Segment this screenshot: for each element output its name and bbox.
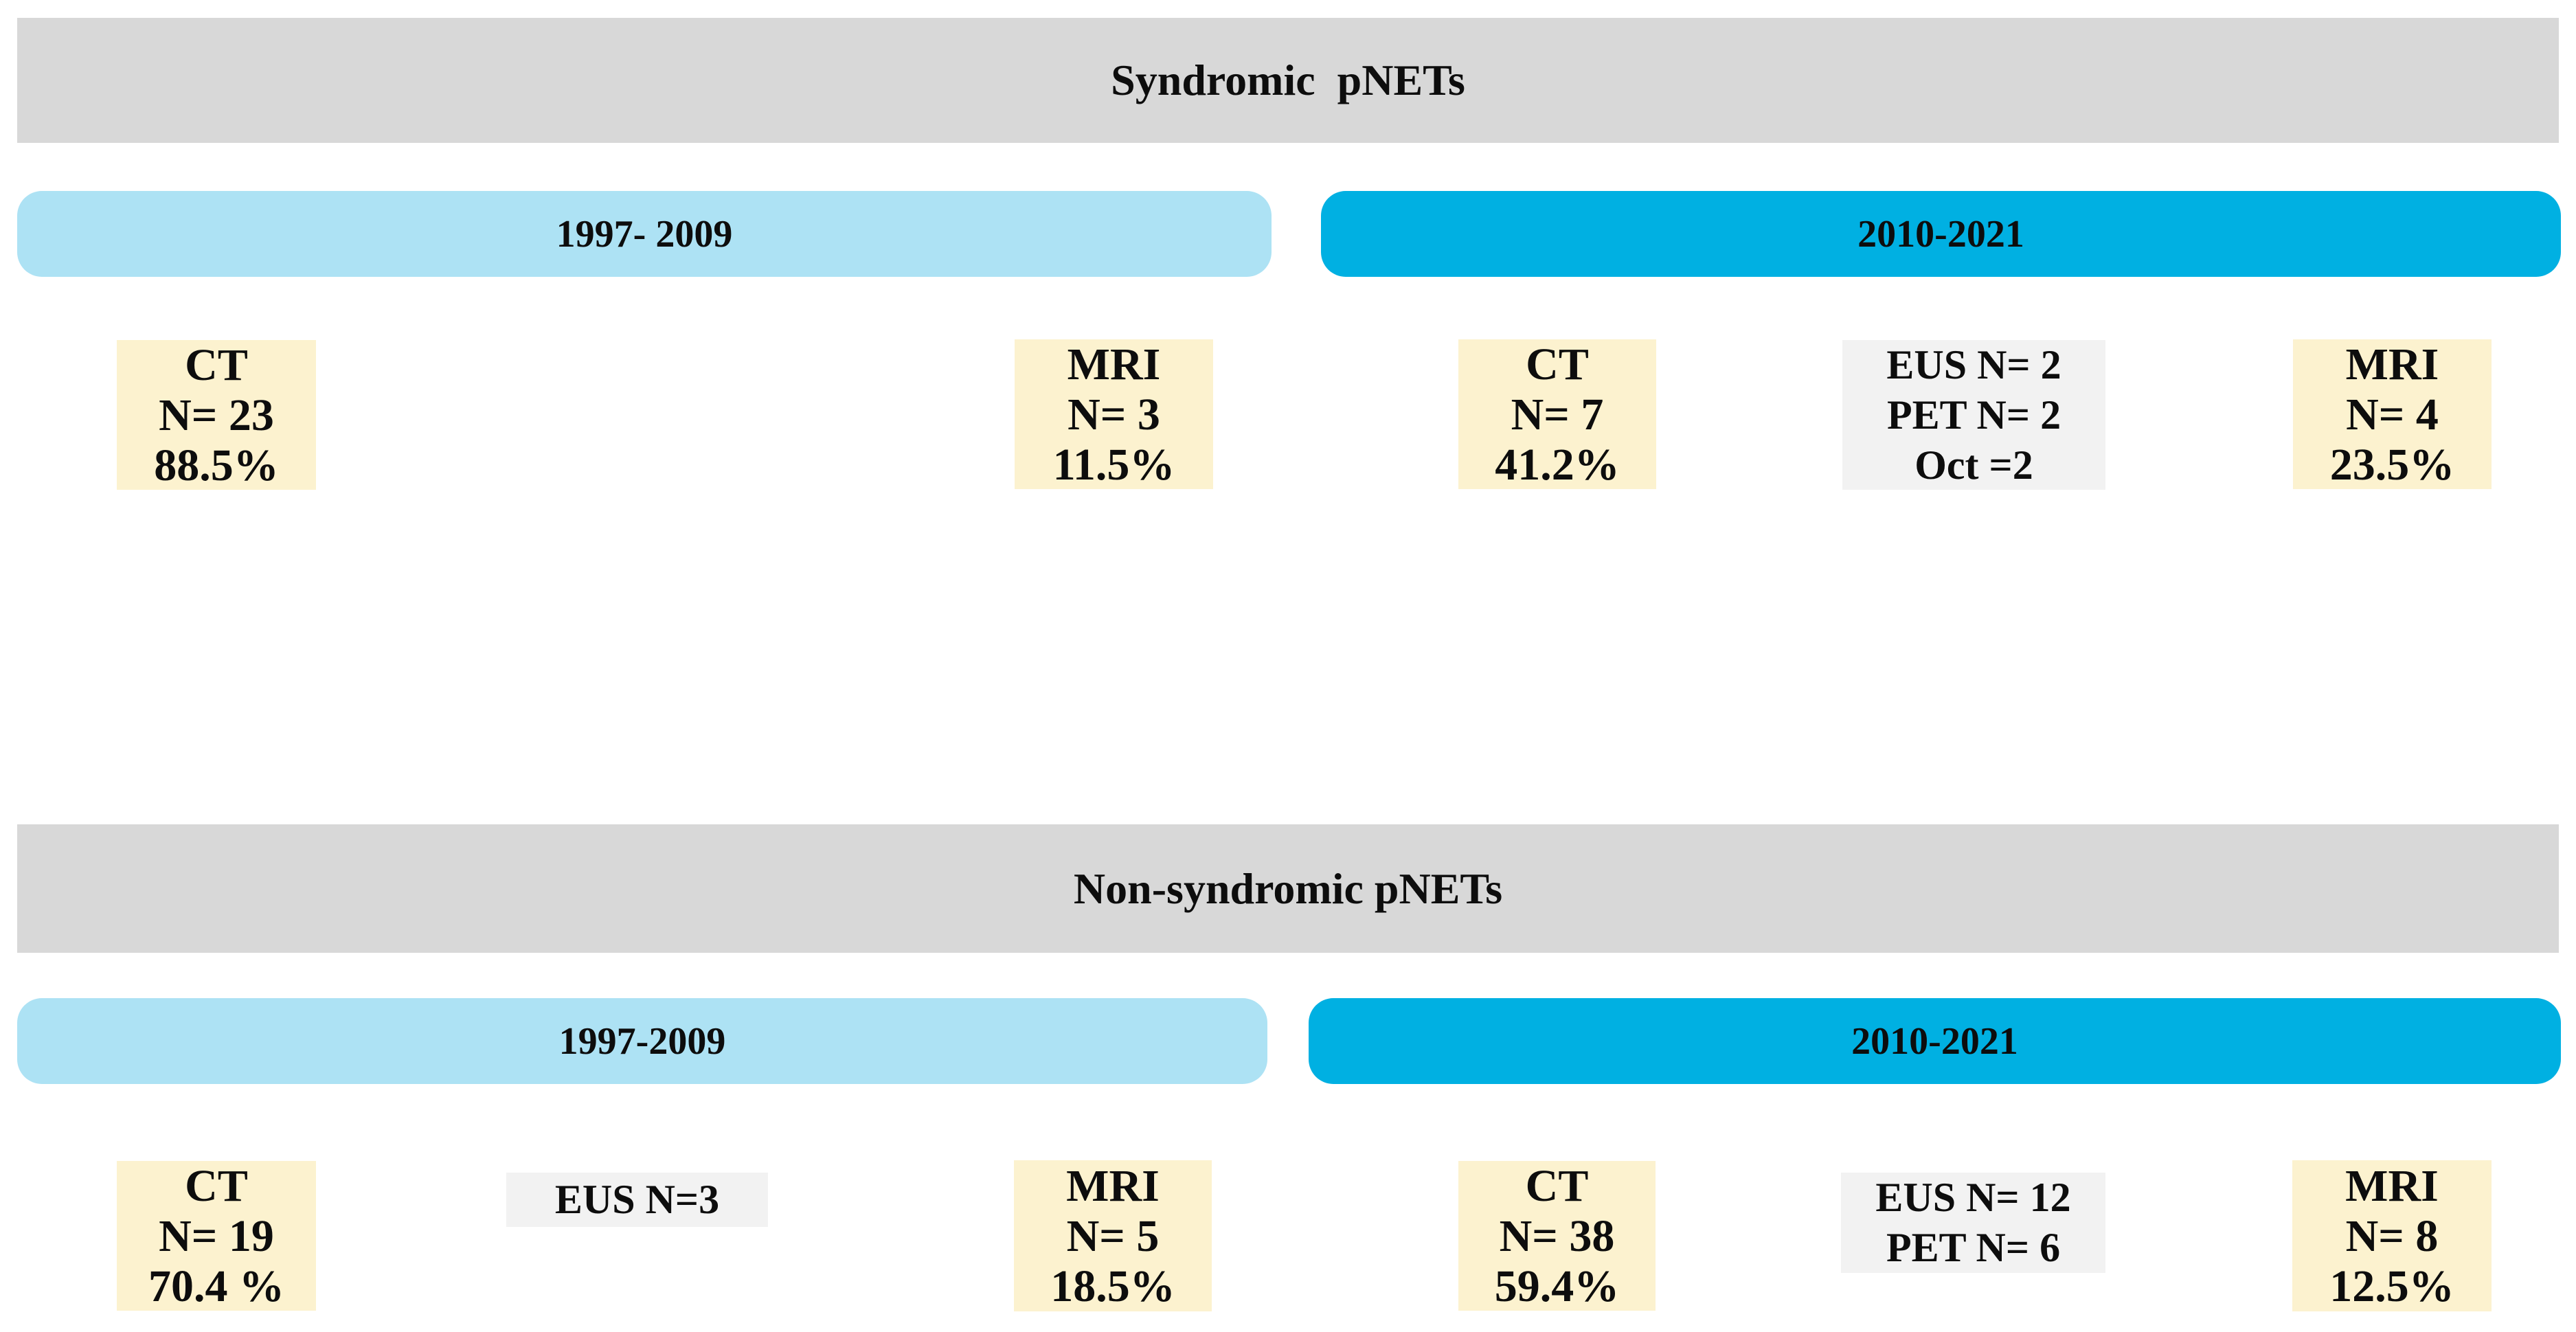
modality-count: EUS N=3 [554,1177,720,1222]
modality-percent: 70.4 % [148,1261,284,1311]
nonsyndromic-early-eus-box: EUS N=3 [506,1173,768,1227]
modality-percent: 88.5% [154,440,279,490]
modality-count: N= 38 [1499,1210,1615,1261]
nonsyndromic-section-title: Non-syndromic pNETs [1073,863,1503,913]
modality-count: N= 5 [1066,1210,1160,1261]
syndromic-late-mri-box: MRI N= 4 23.5% [2293,339,2492,490]
modality-count: N= 3 [1067,389,1160,440]
modality-count: PET N= 2 [1886,392,2061,438]
nonsyndromic-section-banner: Non-syndromic pNETs [17,824,2559,953]
modality-count: EUS N= 2 [1886,341,2061,387]
syndromic-early-ct-box: CT N= 23 88.5% [117,340,316,490]
modality-count: EUS N= 12 [1875,1175,2071,1220]
syndromic-early-mri-box: MRI N= 3 11.5% [1015,339,1213,490]
modality-percent: 12.5% [2329,1261,2454,1311]
nonsyndromic-late-other-modalities-box: EUS N= 12 PET N= 6 [1841,1173,2105,1273]
modality-percent: 11.5% [1052,439,1175,490]
nonsyndromic-late-ct-box: CT N= 38 59.4% [1458,1161,1656,1311]
syndromic-section-banner: Syndromic pNETs [17,18,2559,143]
modality-count: N= 4 [2346,389,2439,440]
modality-count: N= 23 [159,390,274,440]
modality-label: MRI [1067,339,1161,390]
syndromic-period-bar-2010-2021: 2010-2021 [1321,191,2561,277]
syndromic-late-ct-box: CT N= 7 41.2% [1458,339,1656,490]
nonsyndromic-period-early-label: 1997-2009 [558,1019,726,1063]
modality-label: CT [185,339,248,390]
modality-count: N= 7 [1511,389,1604,440]
modality-percent: 23.5% [2329,439,2455,490]
modality-percent: 41.2% [1495,439,1620,490]
modality-count: Oct =2 [1914,442,2033,488]
nonsyndromic-late-mri-box: MRI N= 8 12.5% [2292,1160,2492,1311]
nonsyndromic-early-mri-box: MRI N= 5 18.5% [1014,1160,1212,1311]
modality-count: PET N= 6 [1886,1225,2061,1270]
nonsyndromic-period-bar-1997-2009: 1997-2009 [17,998,1267,1084]
modality-percent: 18.5% [1050,1261,1175,1311]
modality-label: CT [1525,1160,1589,1211]
modality-label: MRI [1066,1160,1160,1211]
modality-count: N= 19 [159,1210,274,1261]
modality-label: CT [1526,339,1589,390]
nonsyndromic-period-bar-2010-2021: 2010-2021 [1309,998,2561,1084]
modality-count: N= 8 [2345,1210,2439,1261]
modality-label: MRI [2345,339,2439,390]
modality-label: CT [185,1160,248,1211]
nonsyndromic-early-ct-box: CT N= 19 70.4 % [117,1161,316,1311]
syndromic-period-early-label: 1997- 2009 [556,212,733,256]
syndromic-late-other-modalities-box: EUS N= 2 PET N= 2 Oct =2 [1842,340,2105,490]
modality-label: MRI [2345,1160,2439,1211]
syndromic-period-late-label: 2010-2021 [1857,212,2024,256]
modality-percent: 59.4% [1494,1261,1620,1311]
syndromic-period-bar-1997-2009: 1997- 2009 [17,191,1272,277]
nonsyndromic-period-late-label: 2010-2021 [1851,1019,2018,1063]
syndromic-section-title: Syndromic pNETs [1111,56,1465,104]
